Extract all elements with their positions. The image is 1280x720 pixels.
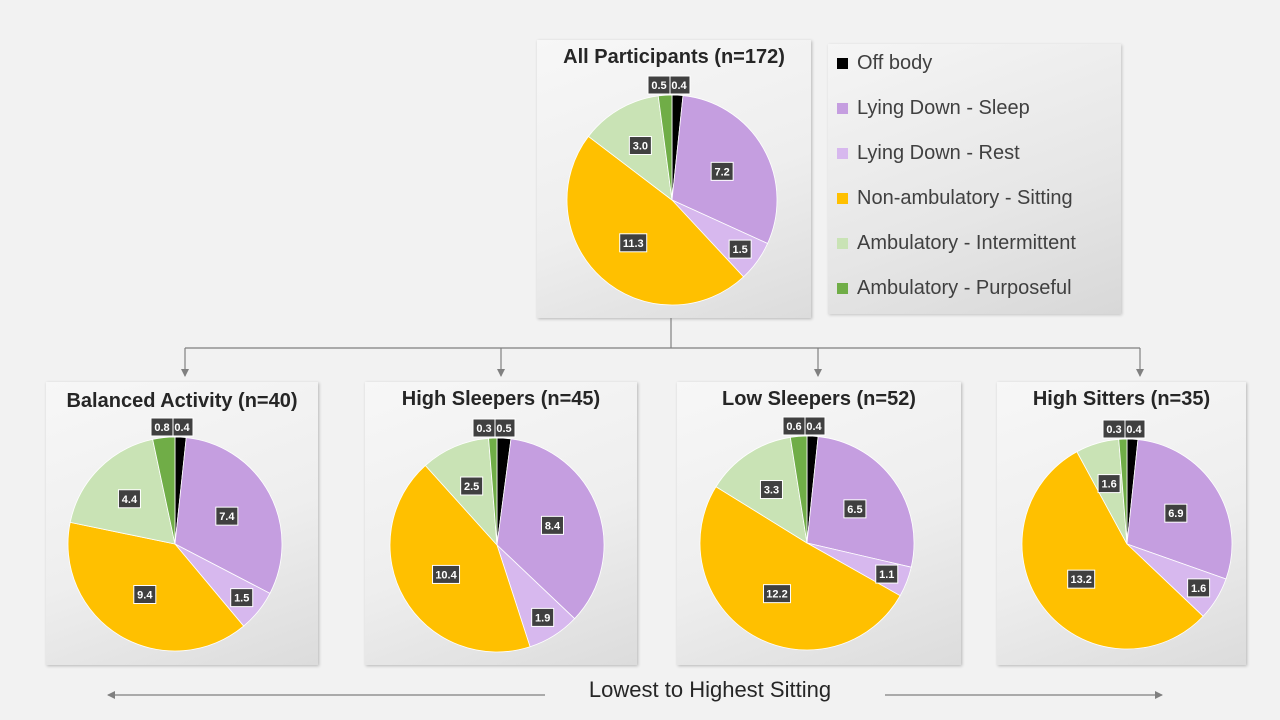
data-label-box: [728, 239, 752, 259]
chart-title: High Sitters (n=35): [1032, 388, 1211, 410]
data-label-lying-sleep: 6.5: [847, 504, 862, 516]
chart-legend: Off body Lying Down - Sleep Lying Down -…: [828, 44, 1121, 314]
pie-slice-sitting: [566, 135, 745, 306]
chart-title: Low Sleepers (n=52): [722, 388, 916, 410]
legend-label: Lying Down - Rest: [857, 141, 1020, 164]
data-label-ambulatory-intermittent: 3.3: [764, 485, 779, 497]
data-label-box: [133, 585, 157, 605]
data-label-ambulatory-intermittent: 2.5: [464, 481, 479, 493]
data-label-off-body: 0.4: [1126, 424, 1142, 436]
legend-item: Ambulatory - Intermittent: [837, 231, 1076, 255]
data-label-off-body: 0.4: [806, 421, 822, 433]
legend-swatch: [837, 192, 848, 204]
data-label-box: [150, 417, 174, 437]
data-label-sitting: 9.4: [137, 590, 153, 602]
data-label-ambulatory-purposeful: 0.5: [651, 80, 666, 92]
data-label-sitting: 11.3: [623, 238, 644, 250]
data-label-ambulatory-intermittent: 4.4: [122, 494, 138, 506]
legend-swatch: [837, 237, 848, 249]
data-label-lying-sleep: 7.4: [219, 511, 235, 523]
pie-high-sitters: 0.4 6.9 1.6 13.2 1.6 0.3: [1021, 419, 1233, 650]
pie-slice-sitting: [389, 464, 531, 653]
pie-slice-ambulatory-purposeful: [789, 435, 808, 544]
legend-label: Off body: [857, 51, 933, 74]
data-label-lying-rest: 1.9: [535, 612, 550, 624]
legend-item: Non-ambulatory - Sitting: [837, 186, 1073, 210]
data-label-lying-sleep: 8.4: [545, 520, 561, 532]
pie-slice-ambulatory-purposeful: [488, 437, 498, 546]
data-label-ambulatory-intermittent: 3.0: [633, 141, 648, 153]
data-label-box: [1097, 474, 1121, 494]
tree-connectors: [181, 318, 1144, 377]
pie-all-participants: 0.4 7.2 1.5 11.3 3.0 0.5: [566, 75, 778, 306]
legend-item: Off body: [837, 51, 932, 75]
data-label-lying-rest: 1.5: [733, 244, 748, 256]
pie-high-sleepers: 0.5 8.4 1.9 10.4 2.5 0.3: [389, 418, 605, 653]
data-label-box: [763, 584, 792, 604]
chart-title: High Sleepers (n=45): [401, 388, 601, 410]
data-label-box: [1187, 578, 1211, 598]
data-label-box: [432, 564, 461, 584]
data-label-ambulatory-purposeful: 0.3: [1106, 424, 1121, 436]
pie-balanced-activity: 0.4 7.4 1.5 9.4 4.4 0.8: [67, 417, 283, 652]
data-label-lying-sleep: 6.9: [1168, 508, 1183, 520]
data-label-lying-rest: 1.5: [234, 593, 249, 605]
legend-item: Ambulatory - Purposeful: [837, 276, 1072, 300]
data-label-box: [472, 418, 496, 438]
pie-slice-ambulatory-purposeful: [152, 436, 176, 545]
data-label-lying-rest: 1.1: [879, 569, 894, 581]
data-label-box: [117, 489, 141, 509]
data-label-box: [710, 161, 734, 181]
data-label-box: [1067, 569, 1096, 589]
data-label-box: [619, 233, 648, 253]
data-label-ambulatory-purposeful: 0.3: [476, 423, 491, 435]
pie-slice-ambulatory-purposeful: [1118, 438, 1128, 545]
data-label-box: [647, 75, 671, 95]
data-label-box: [215, 506, 239, 526]
pie-slice-sitting: [699, 486, 901, 651]
legend-item: Lying Down - Rest: [837, 141, 1020, 165]
data-label-off-body: 0.5: [496, 423, 511, 435]
data-label-box: [843, 499, 867, 519]
data-label-sitting: 10.4: [435, 569, 457, 581]
data-label-ambulatory-purposeful: 0.8: [154, 422, 169, 434]
data-label-ambulatory-intermittent: 1.6: [1101, 479, 1116, 491]
data-label-box: [1164, 503, 1188, 523]
data-label-box: [782, 416, 806, 436]
legend-swatch: [837, 282, 848, 294]
data-label-lying-rest: 1.6: [1191, 583, 1206, 595]
legend-swatch: [837, 57, 848, 69]
legend-label: Ambulatory - Intermittent: [857, 231, 1076, 254]
pie-slice-ambulatory-purposeful: [657, 94, 673, 201]
data-label-lying-sleep: 7.2: [714, 166, 729, 178]
data-label-off-body: 0.4: [174, 422, 190, 434]
legend-swatch: [837, 147, 848, 159]
data-label-box: [1102, 419, 1126, 439]
legend-label: Lying Down - Sleep: [857, 96, 1030, 119]
data-label-box: [531, 607, 555, 627]
data-label-box: [875, 564, 899, 584]
chart-title: All Participants (n=172): [563, 46, 785, 68]
legend-swatch: [837, 102, 848, 114]
pie-low-sleepers: 0.4 6.5 1.1 12.2 3.3 0.6: [699, 416, 915, 651]
pie-slice-sitting: [1021, 451, 1204, 650]
data-label-off-body: 0.4: [671, 80, 687, 92]
legend-label: Non-ambulatory - Sitting: [857, 186, 1073, 209]
legend-item: Lying Down - Sleep: [837, 96, 1030, 120]
data-label-ambulatory-purposeful: 0.6: [786, 421, 801, 433]
legend-label: Ambulatory - Purposeful: [857, 276, 1072, 299]
chart-title: Balanced Activity (n=40): [66, 390, 298, 412]
data-label-box: [230, 588, 254, 608]
data-label-box: [540, 515, 564, 535]
data-label-sitting: 12.2: [766, 589, 787, 601]
data-label-box: [460, 476, 484, 496]
data-label-sitting: 13.2: [1070, 574, 1091, 586]
data-label-box: [628, 136, 652, 156]
data-label-box: [759, 480, 783, 500]
sitting-scale-caption: Lowest to Highest Sitting: [588, 677, 832, 702]
